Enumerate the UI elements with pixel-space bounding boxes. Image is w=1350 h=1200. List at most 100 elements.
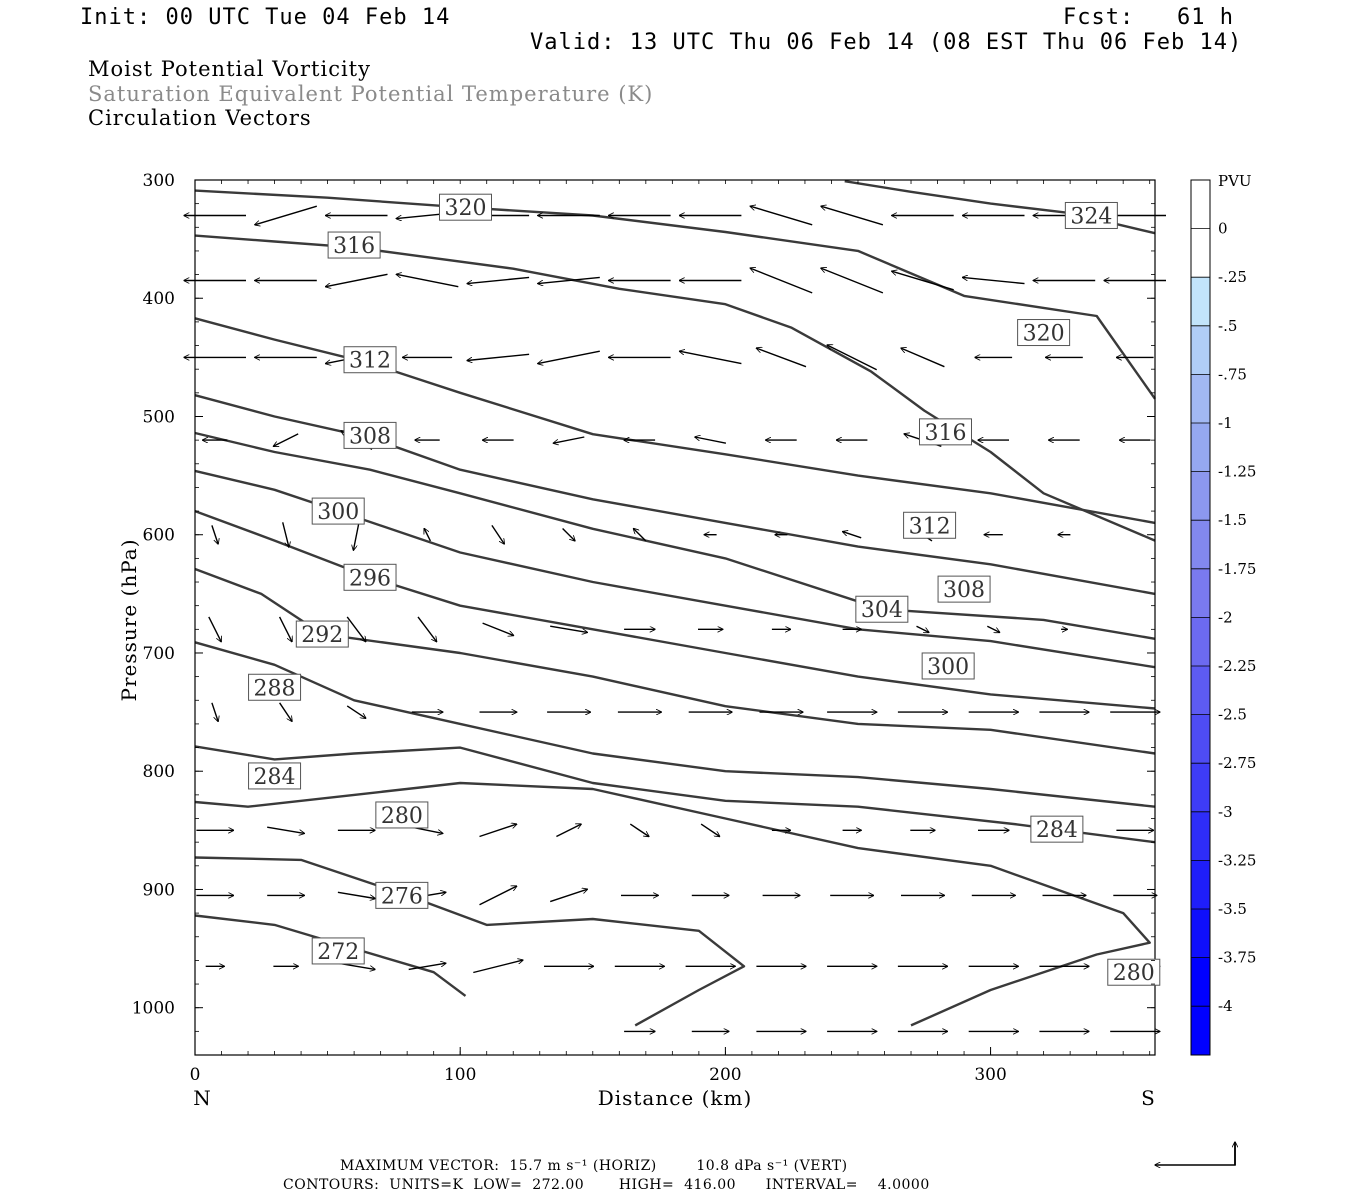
circulation-vector — [211, 702, 218, 722]
y-tick-label: 800 — [143, 762, 175, 782]
colorbar-swatch — [1191, 374, 1210, 423]
circulation-vector — [326, 273, 388, 286]
y-axis-title: Pressure (hPa) — [117, 539, 141, 702]
circulation-vector — [279, 702, 292, 722]
colorbar-swatch — [1191, 228, 1210, 278]
circulation-vector — [538, 350, 600, 363]
colorbar-swatch — [1191, 325, 1210, 375]
circulation-vector — [396, 274, 459, 288]
colorbar-label: -3.75 — [1218, 949, 1256, 967]
contour-label: 284 — [254, 765, 296, 790]
contour-label: 284 — [1036, 818, 1078, 843]
field-title-theta-es: Saturation Equivalent Potential Temperat… — [88, 82, 654, 106]
circulation-vector — [473, 960, 523, 974]
contour-label-box — [311, 497, 365, 525]
contour-label-box — [248, 762, 302, 790]
colorbar-label: -1.5 — [1218, 511, 1247, 529]
contour-label-box — [343, 563, 397, 591]
colorbar-swatch — [1191, 909, 1210, 958]
contour-label-box — [921, 652, 975, 680]
plot-frame — [194, 179, 1156, 1056]
contour-line-320 — [194, 189, 1156, 400]
colorbar-label: -2.25 — [1218, 657, 1256, 675]
contour-label-box — [1107, 958, 1161, 986]
colorbar-label: -.25 — [1218, 268, 1247, 286]
circulation-vector — [892, 271, 954, 291]
contour-label: 300 — [317, 500, 359, 525]
circulation-vector — [756, 348, 807, 368]
y-tick-label: 300 — [143, 171, 175, 191]
colorbar-label: 0 — [1218, 220, 1228, 238]
y-tick-label: 900 — [143, 880, 175, 900]
contour-line-304 — [194, 431, 1156, 640]
contour-label: 308 — [943, 578, 985, 603]
circulation-vector — [821, 268, 884, 294]
y-tick-label: 400 — [143, 289, 175, 309]
circulation-vector — [408, 963, 446, 971]
circulation-vector — [679, 351, 742, 365]
field-title-mpv: Moist Potential Vorticity — [88, 57, 371, 81]
circulation-vector — [208, 616, 221, 642]
circulation-vector — [963, 277, 1025, 285]
circulation-vector — [491, 525, 504, 544]
circulation-vector — [549, 889, 587, 903]
colorbar-swatch — [1191, 617, 1210, 666]
colorbar-label: -.5 — [1218, 317, 1237, 335]
contour-label: 304 — [861, 598, 903, 623]
y-tick-label: 500 — [143, 407, 175, 427]
x-tick-label: 100 — [444, 1065, 476, 1085]
contour-label-box — [438, 193, 492, 221]
contour-line-284 — [194, 745, 1156, 844]
colorbar-label: -2.5 — [1218, 706, 1247, 724]
colorbar-label: -2 — [1218, 608, 1233, 626]
colorbar-swatch — [1191, 714, 1210, 764]
contour-label-box — [1017, 319, 1071, 347]
circulation-vector — [633, 529, 647, 542]
reference-vector-icon — [1155, 1142, 1235, 1165]
circulation-vector — [556, 824, 581, 838]
valid-time: Valid: 13 UTC Thu 06 Feb 14 (08 EST Thu … — [530, 30, 1243, 55]
contour-line-276 — [194, 856, 746, 1027]
circulation-vector — [695, 437, 727, 444]
colorbar-frame — [1190, 179, 1211, 1056]
colorbar-swatch — [1191, 666, 1210, 715]
circulation-vector — [553, 436, 585, 443]
circulation-vector — [424, 529, 432, 542]
circulation-vector — [282, 522, 289, 547]
colorbar-label: -3.25 — [1218, 851, 1256, 869]
circulation-vector — [337, 891, 375, 898]
contour-label: 280 — [1113, 961, 1155, 986]
contour-label-box — [937, 575, 991, 603]
colorbar-swatch — [1191, 763, 1210, 812]
contour-line-296 — [194, 509, 1156, 710]
contour-label: 296 — [349, 566, 391, 591]
contour-label-box — [343, 346, 397, 374]
contour-label-box — [903, 511, 957, 539]
contours-info-text: CONTOURS: UNITS=K LOW= 272.00 HIGH= 416.… — [283, 1177, 930, 1193]
circulation-vector — [562, 528, 575, 541]
circulation-vector — [255, 205, 318, 225]
circulation-vector — [479, 886, 517, 906]
contour-label: 324 — [1070, 204, 1112, 229]
contour-line-292 — [194, 567, 1156, 755]
colorbar-swatch — [1191, 277, 1210, 326]
colorbar-swatch — [1191, 811, 1210, 861]
contour-line-300 — [194, 469, 1156, 669]
circulation-vector — [346, 616, 366, 642]
circulation-vector — [538, 276, 600, 283]
x-tick-label: 0 — [190, 1065, 201, 1085]
colorbar-label: -3.5 — [1218, 900, 1247, 918]
contour-label-box — [248, 673, 302, 701]
circulation-vector — [700, 823, 720, 836]
colorbar-unit: PVU — [1218, 172, 1252, 190]
contour-label: 312 — [909, 514, 951, 539]
contour-label-box — [327, 231, 381, 259]
contour-label: 276 — [381, 884, 423, 909]
north-end-label: N — [193, 1086, 211, 1110]
circulation-vector — [750, 268, 813, 294]
contour-label: 292 — [301, 623, 343, 648]
colorbar-label: -1 — [1218, 414, 1233, 432]
contour-label-box — [375, 801, 429, 829]
colorbar-swatch — [1191, 423, 1210, 472]
circulation-vector — [273, 433, 299, 446]
